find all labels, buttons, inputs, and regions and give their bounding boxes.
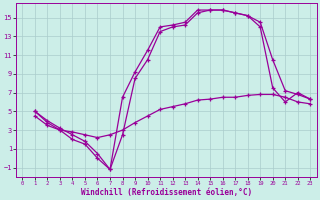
X-axis label: Windchill (Refroidissement éolien,°C): Windchill (Refroidissement éolien,°C) <box>81 188 252 197</box>
